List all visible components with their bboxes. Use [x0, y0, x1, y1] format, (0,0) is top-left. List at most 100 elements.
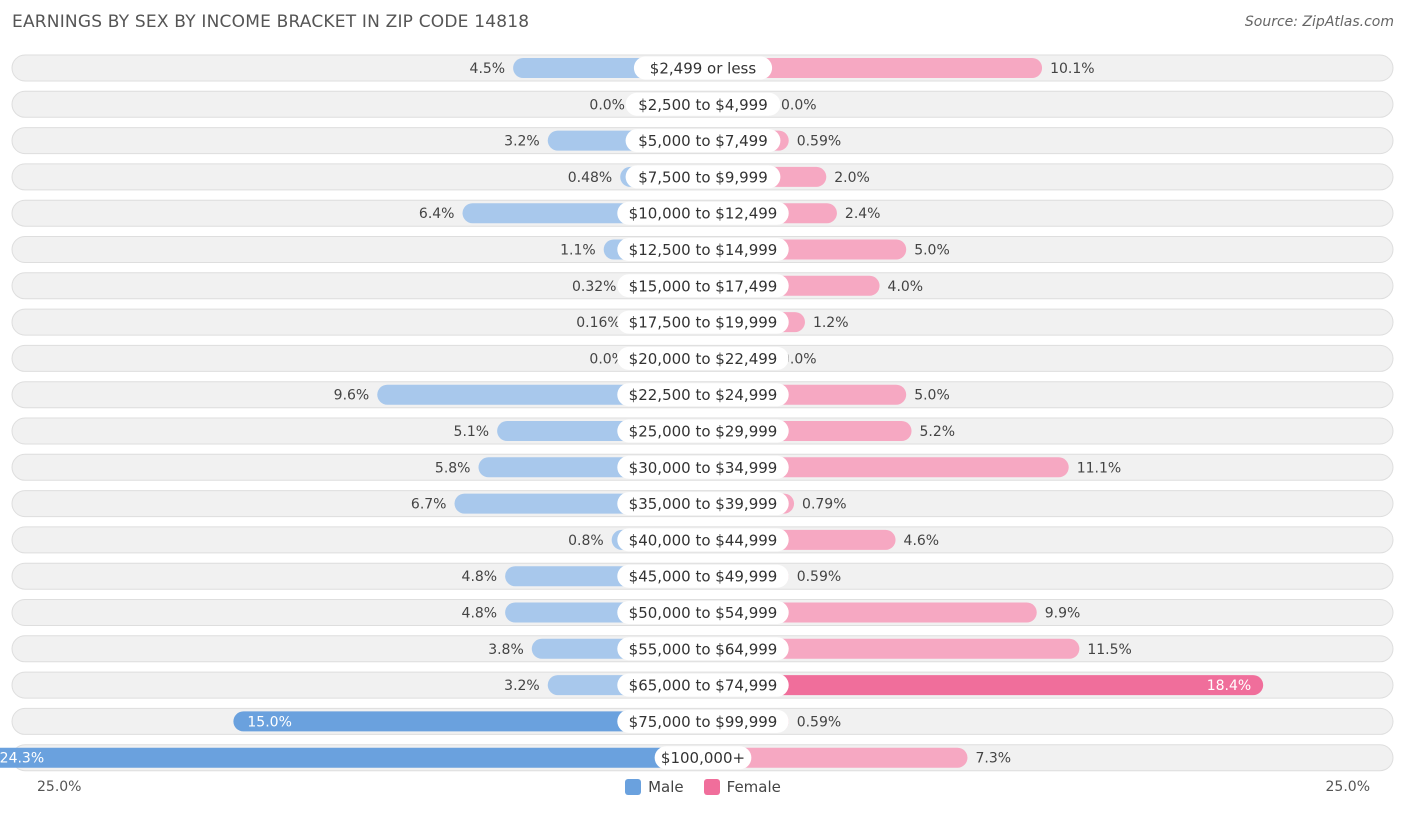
value-label-male: 0.32%	[572, 279, 616, 295]
legend-swatch-female	[703, 779, 720, 795]
category-label: $7,500 to $9,999	[638, 168, 768, 186]
category-label: $25,000 to $29,999	[629, 423, 778, 441]
category-label: $17,500 to $19,999	[629, 314, 778, 332]
category-pill	[625, 92, 781, 116]
category-label: $12,500 to $14,999	[629, 241, 778, 259]
category-label: $20,000 to $22,499	[629, 350, 778, 368]
chart-row: 1.1% 5.0% $12,500 to $14,999	[11, 236, 1394, 263]
chart-row: 0.48% 2.0% $7,500 to $9,999	[11, 163, 1394, 191]
category-pill	[617, 238, 789, 261]
chart-row: 5.8% 11.1% $30,000 to $34,999	[11, 453, 1394, 481]
value-label-male: 9.6%	[334, 388, 370, 404]
value-label-female: 0.0%	[781, 351, 817, 367]
bar-female[interactable]	[703, 638, 1080, 659]
category-label: $65,000 to $74,999	[629, 677, 778, 695]
category-pill	[617, 564, 789, 588]
value-label-male: 0.48%	[568, 170, 612, 186]
category-label: $50,000 to $54,999	[629, 604, 778, 622]
legend-label-female: Female	[726, 778, 781, 796]
chart-row: 9.6% 5.0% $22,500 to $24,999	[11, 381, 1394, 409]
legend-swatch-male	[625, 779, 642, 795]
category-pill	[617, 455, 789, 479]
chart-row: 6.7% 0.79% $35,000 to $39,999	[11, 490, 1394, 518]
chart-title: EARNINGS BY SEX BY INCOME BRACKET IN ZIP…	[12, 12, 530, 32]
value-label-male: 5.1%	[454, 424, 490, 440]
value-label-female: 18.4%	[1207, 678, 1251, 694]
category-label: $45,000 to $49,999	[629, 568, 778, 586]
value-label-female: 1.2%	[813, 315, 849, 331]
axis-right-label: 25.0%	[1325, 779, 1370, 795]
category-pill	[617, 346, 789, 370]
bar-female[interactable]	[703, 457, 1069, 478]
category-pill	[625, 129, 781, 153]
value-label-male: 4.5%	[470, 61, 506, 77]
category-label: $75,000 to $99,999	[629, 713, 778, 731]
category-pill	[633, 56, 773, 80]
category-label: $55,000 to $64,999	[629, 640, 778, 658]
category-pill	[625, 165, 781, 189]
value-label-male: 1.1%	[560, 243, 596, 259]
chart-row: 3.2% 0.59% $5,000 to $7,499	[11, 127, 1394, 155]
chart-row: 15.0% 0.59% $75,000 to $99,999	[11, 707, 1394, 735]
chart-row: 0.0% 0.0% $2,500 to $4,999	[11, 90, 1394, 118]
category-label: $40,000 to $44,999	[629, 531, 778, 549]
category-pill	[617, 709, 789, 733]
category-label: $30,000 to $34,999	[629, 459, 778, 477]
value-label-female: 0.59%	[797, 569, 841, 585]
value-label-female: 7.3%	[975, 751, 1011, 767]
category-label: $15,000 to $17,499	[629, 277, 778, 295]
value-label-female: 0.59%	[797, 134, 841, 150]
category-pill	[617, 673, 789, 697]
chart-row: 5.1% 5.2% $25,000 to $29,999	[11, 417, 1394, 445]
chart-row: 6.4% 2.4% $10,000 to $12,499	[11, 199, 1394, 227]
chart-row: 3.8% 11.5% $55,000 to $64,999	[11, 635, 1394, 663]
legend-label-male: Male	[648, 778, 684, 796]
value-label-female: 4.0%	[888, 279, 924, 295]
chart-row: 4.8% 9.9% $50,000 to $54,999	[11, 599, 1394, 626]
category-label: $2,500 to $4,999	[638, 96, 768, 114]
category-pill	[617, 383, 789, 407]
category-label: $10,000 to $12,499	[629, 205, 778, 223]
value-label-female: 5.2%	[920, 424, 956, 440]
legend-item-male[interactable]: Male	[625, 778, 684, 796]
chart-row: 3.2% 18.4% $65,000 to $74,999	[11, 671, 1394, 699]
bar-male[interactable]	[0, 747, 703, 768]
bar-female[interactable]	[703, 747, 968, 768]
legend-item-female[interactable]: Female	[703, 778, 781, 796]
chart-row: 0.16% 1.2% $17,500 to $19,999	[11, 308, 1394, 336]
value-label-male: 3.2%	[504, 678, 540, 694]
value-label-male: 0.16%	[576, 315, 620, 331]
category-label: $100,000+	[661, 749, 745, 767]
value-label-female: 5.0%	[914, 388, 950, 404]
value-label-male: 5.8%	[435, 460, 471, 476]
value-label-female: 4.6%	[904, 533, 940, 549]
chart-row: 24.3% 7.3% $100,000+	[0, 744, 1394, 772]
category-pill	[617, 637, 789, 661]
bar-male[interactable]	[233, 711, 703, 732]
value-label-male: 3.8%	[488, 642, 524, 658]
chart-row: 4.5% 10.1% $2,499 or less	[11, 54, 1394, 82]
value-label-female: 10.1%	[1050, 61, 1094, 77]
value-label-male: 0.0%	[589, 351, 625, 367]
chart-row: 0.0% 0.0%$20,000 to $22,499	[11, 344, 1394, 372]
value-label-female: 9.9%	[1045, 606, 1081, 622]
legend: Male Female	[0, 778, 1406, 796]
bar-female[interactable]	[703, 58, 1043, 78]
value-label-male: 0.8%	[568, 533, 604, 549]
category-label: $5,000 to $7,499	[638, 132, 768, 150]
value-label-female: 11.5%	[1087, 642, 1131, 658]
value-label-male: 4.8%	[462, 606, 498, 622]
chart-row: 4.8% 0.59% $45,000 to $49,999	[11, 562, 1394, 590]
value-label-female: 5.0%	[914, 243, 950, 259]
value-label-male: 6.7%	[411, 497, 447, 513]
chart-row: 0.32% 4.0% $15,000 to $17,499	[11, 272, 1394, 300]
category-pill	[617, 528, 789, 552]
source-credit: Source: ZipAtlas.com	[1244, 14, 1394, 30]
axis-left-label: 25.0%	[37, 779, 82, 795]
bar-female[interactable]	[703, 675, 1264, 696]
value-label-female: 0.79%	[802, 497, 846, 513]
category-pill	[654, 746, 752, 770]
category-label: $22,500 to $24,999	[629, 386, 778, 404]
chart-row: 0.8% 4.6% $40,000 to $44,999	[11, 526, 1394, 554]
value-label-male: 3.2%	[504, 134, 540, 150]
